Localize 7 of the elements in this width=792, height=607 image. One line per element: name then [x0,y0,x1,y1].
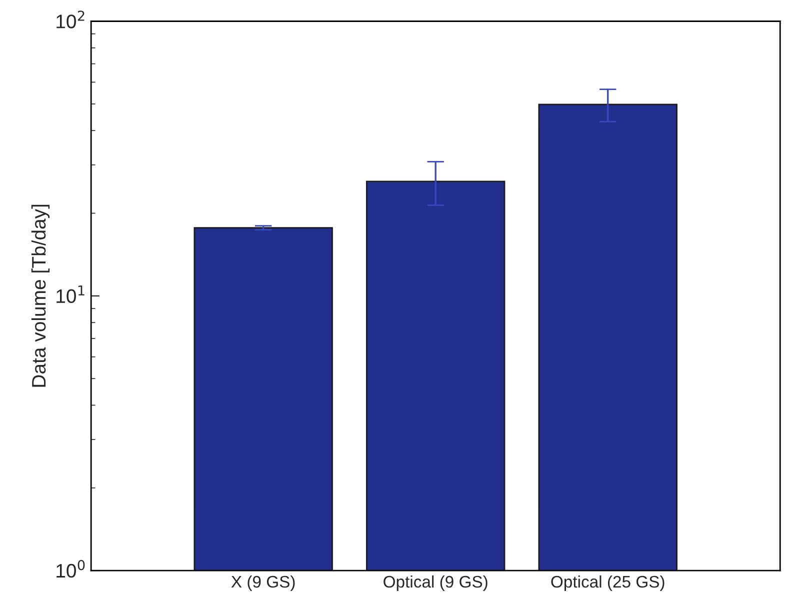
x-tick-label: X (9 GS) [231,575,295,591]
x-tick-label: Optical (25 GS) [551,575,664,591]
y-tick-label: 10$^{1}$ [56,285,84,304]
y-tick-label: 10$^{0}$ [56,560,85,578]
x-tick-label: Optical (9 GS) [384,575,488,591]
y-axis-title: Data volume [Tb/day] [31,204,50,387]
y-tick-label: 10$^{2}$ [56,10,84,28]
